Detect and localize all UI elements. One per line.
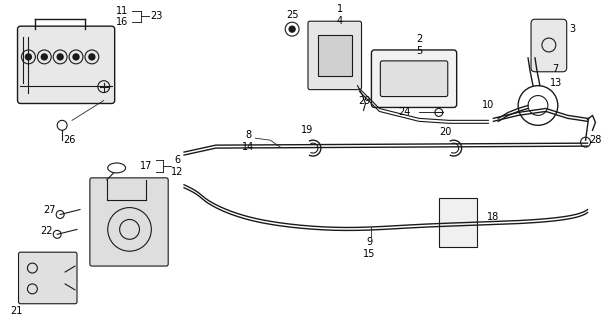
Text: 14: 14: [243, 142, 255, 152]
Text: 16: 16: [115, 17, 128, 27]
Text: 12: 12: [171, 167, 183, 177]
Text: 8: 8: [246, 130, 252, 140]
FancyBboxPatch shape: [308, 21, 362, 90]
Text: 19: 19: [301, 125, 313, 135]
FancyBboxPatch shape: [90, 178, 168, 266]
Text: 22: 22: [40, 226, 53, 236]
Circle shape: [42, 54, 47, 60]
Text: 2: 2: [416, 34, 422, 44]
FancyBboxPatch shape: [371, 50, 456, 108]
Text: 6: 6: [174, 155, 180, 165]
Text: 29: 29: [358, 96, 371, 106]
Text: 27: 27: [43, 204, 56, 215]
Circle shape: [26, 54, 31, 60]
Bar: [439, 198, 477, 247]
Bar: [318, 35, 351, 76]
Text: 26: 26: [63, 135, 75, 145]
Text: 3: 3: [569, 24, 576, 34]
FancyBboxPatch shape: [18, 26, 115, 103]
FancyBboxPatch shape: [18, 252, 77, 304]
Text: 25: 25: [286, 10, 298, 20]
Text: 21: 21: [10, 306, 23, 316]
FancyBboxPatch shape: [380, 61, 448, 97]
Text: 9: 9: [367, 237, 373, 247]
Circle shape: [73, 54, 79, 60]
Text: 17: 17: [140, 161, 153, 171]
Text: 15: 15: [364, 249, 376, 259]
Circle shape: [57, 54, 63, 60]
Text: 5: 5: [416, 46, 422, 56]
Circle shape: [289, 26, 295, 32]
Circle shape: [89, 54, 95, 60]
Text: 10: 10: [482, 100, 494, 110]
Text: 13: 13: [550, 78, 562, 88]
FancyBboxPatch shape: [531, 19, 567, 72]
Text: 24: 24: [398, 108, 411, 117]
Text: 11: 11: [115, 6, 128, 16]
Text: 1: 1: [337, 4, 343, 14]
Text: 7: 7: [553, 64, 559, 74]
Text: 4: 4: [337, 16, 343, 26]
Text: 18: 18: [487, 212, 499, 222]
Text: 20: 20: [439, 127, 452, 137]
Text: 28: 28: [589, 135, 602, 145]
Text: 23: 23: [150, 11, 163, 21]
